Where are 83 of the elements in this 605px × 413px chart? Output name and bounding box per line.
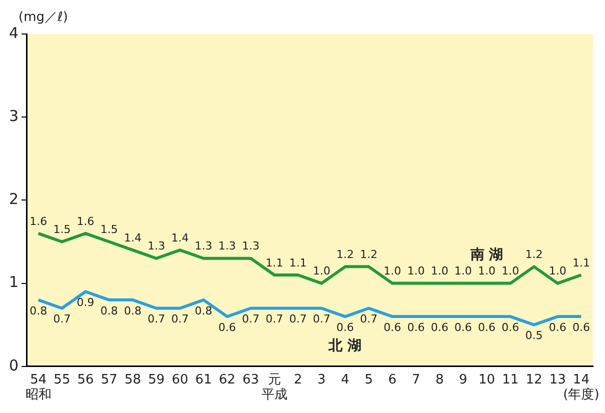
x-tick-label: 6 <box>388 372 397 388</box>
y-tick-label: 4 <box>8 24 19 42</box>
data-label: 1.6 <box>76 214 94 228</box>
x-tick-label: 7 <box>412 372 420 388</box>
data-label: 0.9 <box>76 296 94 309</box>
data-label: 1.2 <box>360 248 378 262</box>
data-label: 0.7 <box>53 312 71 326</box>
data-label: 1.1 <box>572 256 590 270</box>
x-tick-label: 54 <box>30 372 47 388</box>
x-tick-label: 61 <box>195 372 212 388</box>
x-tick-label: 5 <box>364 372 373 388</box>
data-label: 1.0 <box>548 264 566 278</box>
data-label: 0.6 <box>430 320 448 334</box>
data-label: 0.7 <box>266 312 284 326</box>
data-label: 1.5 <box>100 223 118 236</box>
data-label: 1.0 <box>478 264 496 278</box>
x-tick-label: 12 <box>526 372 542 388</box>
data-label: 1.3 <box>242 240 260 253</box>
y-tick-label: 3 <box>8 106 19 125</box>
data-label: 0.6 <box>478 320 496 334</box>
data-label: 1.0 <box>502 264 520 278</box>
data-label: 1.2 <box>525 248 543 262</box>
y-tick-label: 2 <box>8 190 19 208</box>
x-tick-label: 13 <box>549 372 566 388</box>
data-label: 1.0 <box>407 264 425 278</box>
series-label: 南 湖 <box>469 246 504 263</box>
data-label: 0.6 <box>384 320 402 334</box>
x-axis-title: (年度) <box>563 386 600 402</box>
data-label: 0.6 <box>502 320 520 334</box>
data-label: 0.6 <box>407 320 425 334</box>
data-label: 1.2 <box>336 248 354 262</box>
data-label: 1.0 <box>312 264 330 278</box>
x-tick-label: 11 <box>502 372 519 388</box>
data-label: 0.6 <box>572 320 590 334</box>
x-tick-label: 55 <box>54 372 70 388</box>
data-label: 1.4 <box>171 231 189 244</box>
y-tick-label: 0 <box>8 356 19 374</box>
data-label: 1.5 <box>53 223 71 236</box>
data-label: 1.1 <box>266 256 284 270</box>
text: 平成 <box>261 387 288 402</box>
data-label: 1.0 <box>454 264 472 278</box>
x-tick-label: 3 <box>317 372 326 388</box>
y-axis-title: (mg／ℓ) <box>18 10 68 25</box>
x-tick-label: 元 <box>268 372 281 388</box>
x-tick-label: 9 <box>459 372 468 388</box>
data-label: 0.8 <box>30 304 48 318</box>
x-tick-label: 60 <box>172 372 188 388</box>
data-label: 0.7 <box>171 312 189 326</box>
x-tick-label: 10 <box>478 372 496 388</box>
data-label: 1.3 <box>218 240 236 253</box>
data-label: 1.4 <box>124 231 142 244</box>
data-label: 0.8 <box>124 304 142 318</box>
x-tick-label: 2 <box>294 372 302 388</box>
data-label: 0.7 <box>312 312 330 326</box>
data-label: 0.6 <box>218 320 236 334</box>
series-label: 北 湖 <box>328 338 362 354</box>
text: 昭和 <box>25 387 52 402</box>
data-label: 0.8 <box>194 304 212 318</box>
x-tick-label: 62 <box>218 372 236 388</box>
data-label: 0.7 <box>360 312 378 326</box>
data-label: 1.6 <box>30 214 48 228</box>
data-label: 0.8 <box>100 304 118 318</box>
data-label: 0.6 <box>336 320 354 334</box>
x-tick-label: 57 <box>100 372 118 388</box>
x-tick-label: 4 <box>341 372 350 388</box>
y-tick-label: 1 <box>8 273 19 292</box>
x-tick-label: 63 <box>242 372 260 388</box>
x-tick-label: 8 <box>435 372 444 388</box>
data-label: 1.3 <box>148 240 166 253</box>
data-label: 0.6 <box>548 320 566 334</box>
data-label: 1.0 <box>430 264 448 278</box>
data-label: 0.5 <box>525 329 543 342</box>
data-label: 0.6 <box>454 320 472 334</box>
x-tick-label: 58 <box>124 372 142 388</box>
data-label: 0.7 <box>148 312 166 326</box>
x-tick-label: 56 <box>77 372 94 388</box>
x-tick-label: 14 <box>572 372 590 388</box>
data-label: 0.7 <box>242 312 260 326</box>
data-label: 0.7 <box>289 312 307 326</box>
data-label: 1.1 <box>289 256 307 270</box>
x-tick-label: 59 <box>148 372 165 388</box>
data-label: 1.0 <box>384 264 402 278</box>
data-label: 1.3 <box>194 240 212 253</box>
